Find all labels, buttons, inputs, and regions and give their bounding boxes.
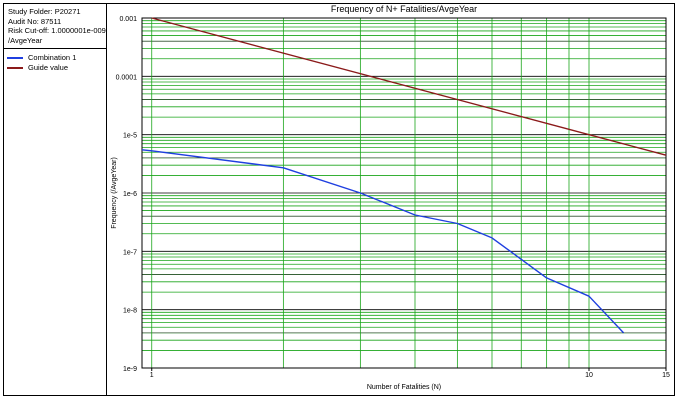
chart-title: Frequency of N+ Fatalities/AvgeYear (331, 4, 477, 14)
y-tick-label: 1e-9 (123, 366, 137, 373)
x-tick-label: 1 (150, 372, 154, 379)
audit-no-text: Audit No: 87511 (8, 16, 62, 26)
legend: Combination 1 Guide value (7, 53, 76, 73)
side-divider (4, 48, 106, 49)
y-tick-label: 1e-7 (123, 249, 137, 256)
chart-window: Study Folder: P20271 Audit No: 87511 Ris… (3, 3, 675, 396)
side-panel: Study Folder: P20271 Audit No: 87511 Ris… (4, 4, 107, 395)
legend-swatch-guide-value (7, 67, 23, 69)
legend-label-guide-value: Guide value (28, 63, 69, 72)
study-info: Study Folder: P20271 Audit No: 87511 Ris… (8, 7, 106, 45)
y-axis-label: Frequency (/AvgeYear) (111, 157, 118, 229)
y-tick-label: 0.0001 (116, 74, 138, 81)
plot-border (141, 17, 667, 369)
x-tick-label: 10 (585, 372, 593, 379)
series-line-combination-1 (141, 149, 625, 334)
x-axis-label: Number of Fatalities (N) (367, 384, 441, 391)
y-tick-label: 1e-5 (123, 133, 137, 140)
unit-text: /AvgeYear (8, 35, 43, 45)
legend-label-combination-1: Combination 1 (28, 53, 77, 62)
grid-lines (142, 17, 666, 369)
series-line-guide-value (151, 17, 667, 156)
legend-item-combination-1: Combination 1 (7, 53, 76, 63)
legend-item-guide-value: Guide value (7, 63, 76, 73)
x-tick-label: 15 (662, 372, 670, 379)
y-tick-label: 0.001 (119, 16, 137, 23)
study-folder-text: Study Folder: P20271 (8, 7, 81, 16)
y-tick-label: 1e-8 (123, 308, 137, 315)
legend-swatch-combination-1 (7, 57, 23, 59)
y-tick-label: 1e-6 (123, 191, 137, 198)
risk-cutoff-text: Risk Cut-off: 1.0000001e-009 (8, 26, 106, 35)
